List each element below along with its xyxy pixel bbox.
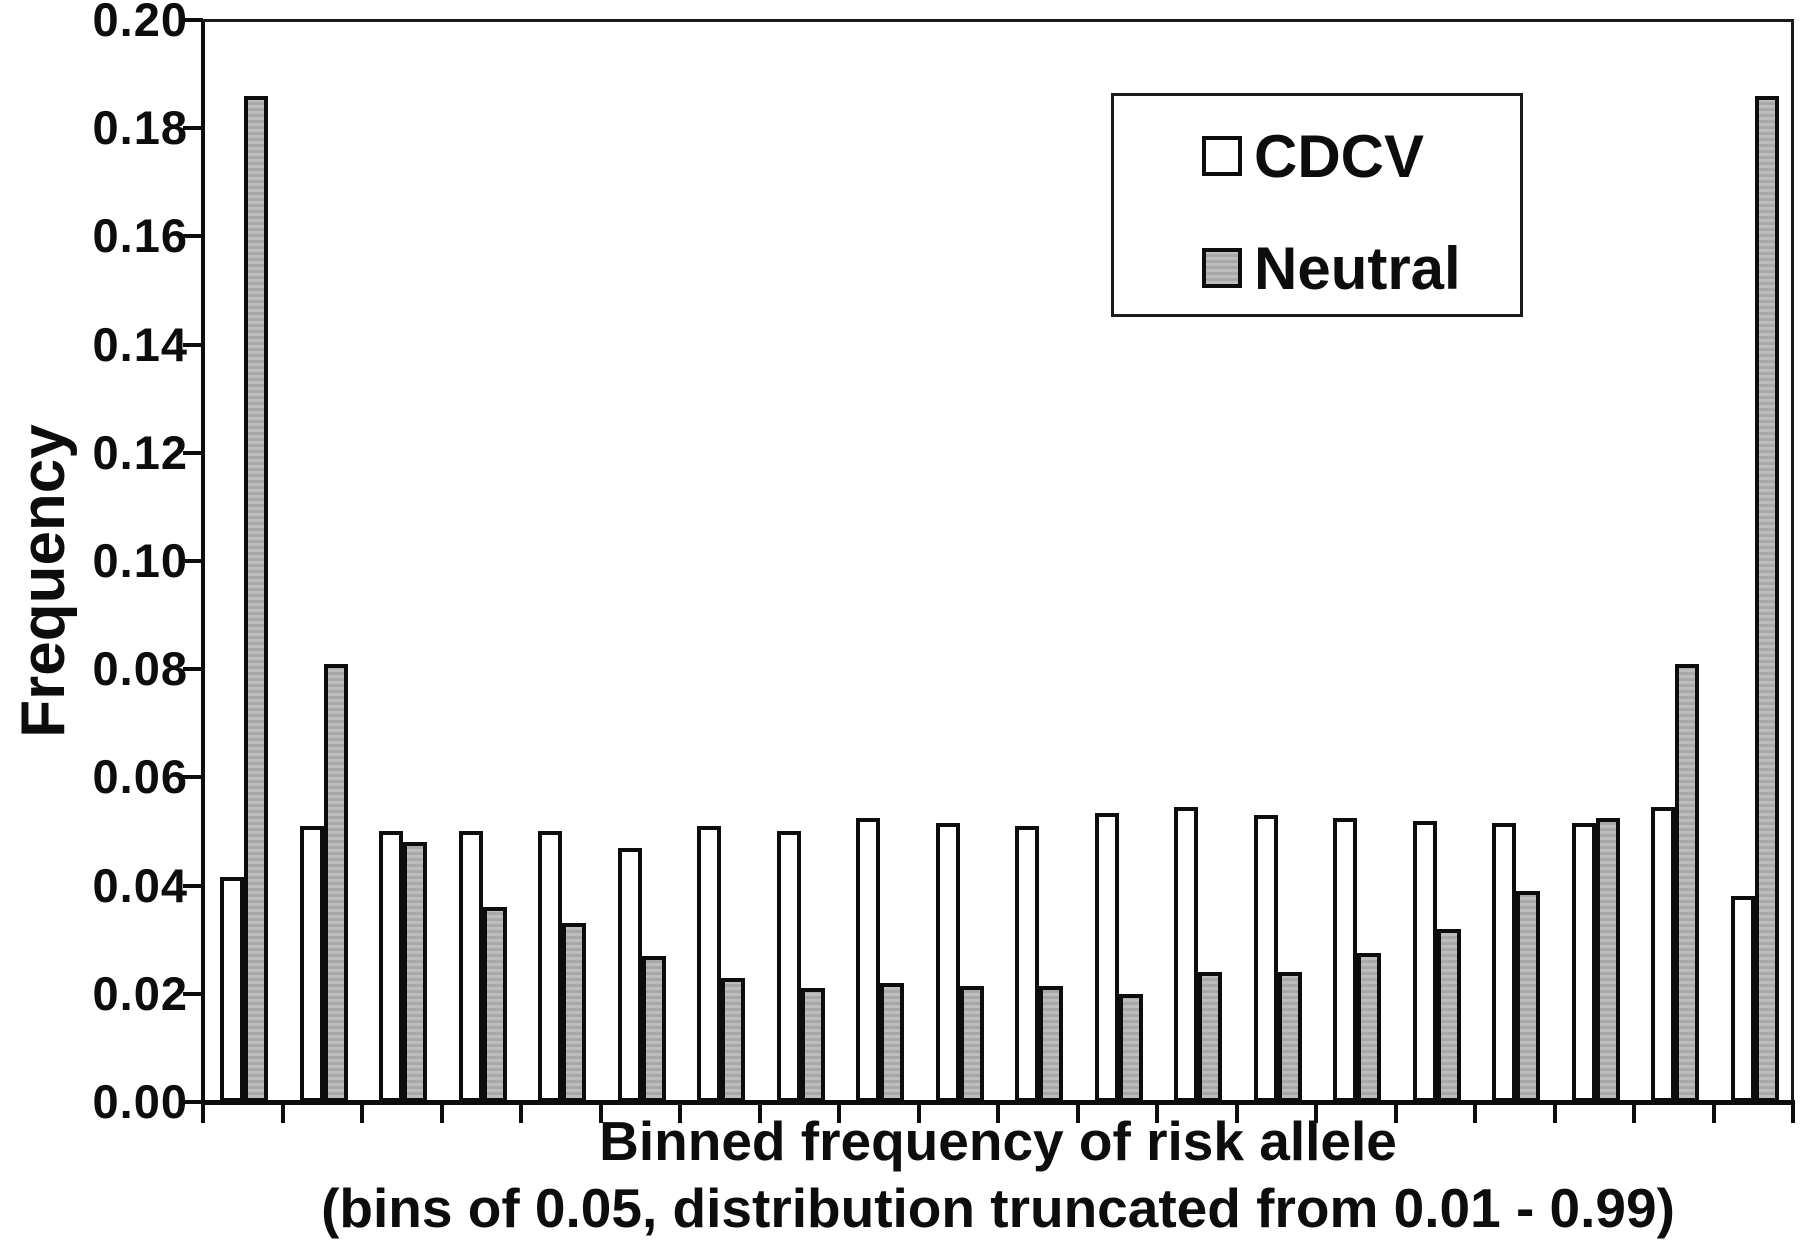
bar-cdcv-bin13: [1174, 807, 1198, 1102]
y-tick: [183, 1100, 203, 1104]
y-tick: [183, 991, 203, 996]
x-tick: [757, 1104, 762, 1123]
y-tick: [183, 775, 203, 780]
bar-neutral-bin18: [1595, 818, 1620, 1102]
x-tick: [996, 1104, 1000, 1123]
y-tick-label: 0.02: [92, 966, 188, 1020]
y-tick-label: 0.16: [92, 209, 188, 263]
bar-neutral-bin8: [800, 988, 825, 1102]
bar-neutral-bin2: [323, 664, 348, 1102]
bar-cdcv-bin1: [220, 877, 244, 1102]
x-tick: [280, 1104, 285, 1123]
bar-cdcv-bin11: [1015, 826, 1039, 1102]
plot-area: [203, 20, 1793, 1102]
y-tick-label: 0.12: [92, 425, 188, 479]
bar-neutral-bin1: [244, 96, 268, 1102]
bar-neutral-bin16: [1436, 929, 1461, 1102]
legend-label-cdcv: CDCV: [1254, 122, 1425, 190]
bar-neutral-bin15: [1357, 953, 1381, 1102]
legend: CDCV Neutral: [1111, 93, 1523, 317]
y-tick-label: 0.04: [92, 858, 188, 912]
bar-cdcv-bin4: [458, 831, 483, 1102]
x-tick: [916, 1104, 921, 1123]
bar-cdcv-bin15: [1333, 818, 1357, 1102]
bar-neutral-bin3: [403, 842, 427, 1102]
x-tick: [1393, 1104, 1398, 1123]
legend-item-cdcv: CDCV: [1202, 123, 1424, 190]
x-tick: [519, 1104, 523, 1123]
bar-cdcv-bin14: [1253, 815, 1278, 1102]
bar-neutral-bin11: [1039, 986, 1063, 1102]
x-tick: [1075, 1104, 1080, 1123]
bar-cdcv-bin9: [856, 818, 880, 1102]
bar-cdcv-bin10: [935, 823, 960, 1102]
bar-neutral-bin4: [482, 907, 507, 1102]
x-tick: [1314, 1104, 1318, 1123]
x-tick: [598, 1104, 603, 1123]
bar-cdcv-bin17: [1492, 823, 1516, 1102]
y-tick-label: 0.14: [92, 317, 188, 371]
x-tick: [1632, 1104, 1636, 1123]
bar-neutral-bin7: [721, 978, 745, 1102]
y-tick-label: 0.06: [92, 750, 188, 804]
bar-neutral-bin17: [1516, 891, 1540, 1102]
legend-item-neutral: Neutral: [1202, 235, 1461, 302]
legend-label-neutral: Neutral: [1254, 234, 1461, 302]
bar-cdcv-bin19: [1651, 807, 1675, 1102]
x-axis-title: Binned frequency of risk allele (bins of…: [103, 1108, 1800, 1242]
y-tick: [183, 450, 203, 455]
plot-frame-top: [203, 19, 1793, 22]
x-tick: [360, 1104, 364, 1123]
y-axis-line: [201, 19, 205, 1106]
bar-cdcv-bin12: [1094, 813, 1119, 1102]
x-tick: [1552, 1104, 1557, 1123]
y-tick: [183, 18, 203, 22]
bar-neutral-bin6: [641, 956, 666, 1102]
bar-cdcv-bin20: [1730, 896, 1755, 1102]
bar-cdcv-bin2: [299, 826, 324, 1102]
bar-neutral-bin19: [1675, 664, 1699, 1102]
x-tick: [678, 1104, 682, 1123]
plot-frame-right: [1791, 19, 1794, 1105]
x-axis-title-line1: Binned frequency of risk allele: [599, 1110, 1397, 1172]
x-axis-title-line2: (bins of 0.05, distribution truncated fr…: [321, 1177, 1675, 1239]
x-tick: [1234, 1104, 1239, 1123]
bar-cdcv-bin5: [538, 831, 562, 1102]
x-axis-line: [201, 1100, 1795, 1105]
y-tick: [183, 883, 203, 888]
bar-neutral-bin13: [1198, 972, 1222, 1102]
x-tick: [1473, 1104, 1477, 1123]
bar-neutral-bin5: [562, 923, 586, 1102]
bar-cdcv-bin16: [1412, 821, 1437, 1102]
y-tick-label: 0.00: [92, 1075, 188, 1128]
x-tick: [439, 1104, 444, 1123]
x-tick: [1155, 1104, 1159, 1123]
neutral-swatch-icon: [1202, 248, 1242, 288]
x-tick: [837, 1104, 841, 1123]
bar-cdcv-bin3: [379, 831, 403, 1102]
x-tick: [201, 1104, 205, 1123]
y-tick: [183, 559, 203, 563]
bar-cdcv-bin7: [697, 826, 721, 1102]
y-tick-label: 0.08: [92, 642, 188, 696]
bar-neutral-bin20: [1754, 96, 1779, 1102]
x-tick: [1711, 1104, 1716, 1123]
bar-neutral-bin9: [880, 983, 904, 1102]
bar-neutral-bin12: [1118, 994, 1143, 1102]
bar-neutral-bin14: [1277, 972, 1302, 1102]
y-tick: [183, 342, 203, 347]
y-tick-label: 0.18: [92, 101, 188, 155]
y-tick-label: 0.10: [92, 534, 188, 587]
cdcv-swatch-icon: [1202, 136, 1242, 176]
y-tick: [183, 667, 203, 672]
bar-cdcv-bin18: [1571, 823, 1596, 1102]
y-tick: [183, 234, 203, 239]
y-tick: [183, 126, 203, 131]
x-tick: [1791, 1104, 1795, 1123]
bar-neutral-bin10: [959, 986, 984, 1102]
bar-cdcv-bin8: [776, 831, 801, 1102]
y-tick-label: 0.20: [92, 0, 188, 46]
bar-cdcv-bin6: [617, 848, 642, 1102]
